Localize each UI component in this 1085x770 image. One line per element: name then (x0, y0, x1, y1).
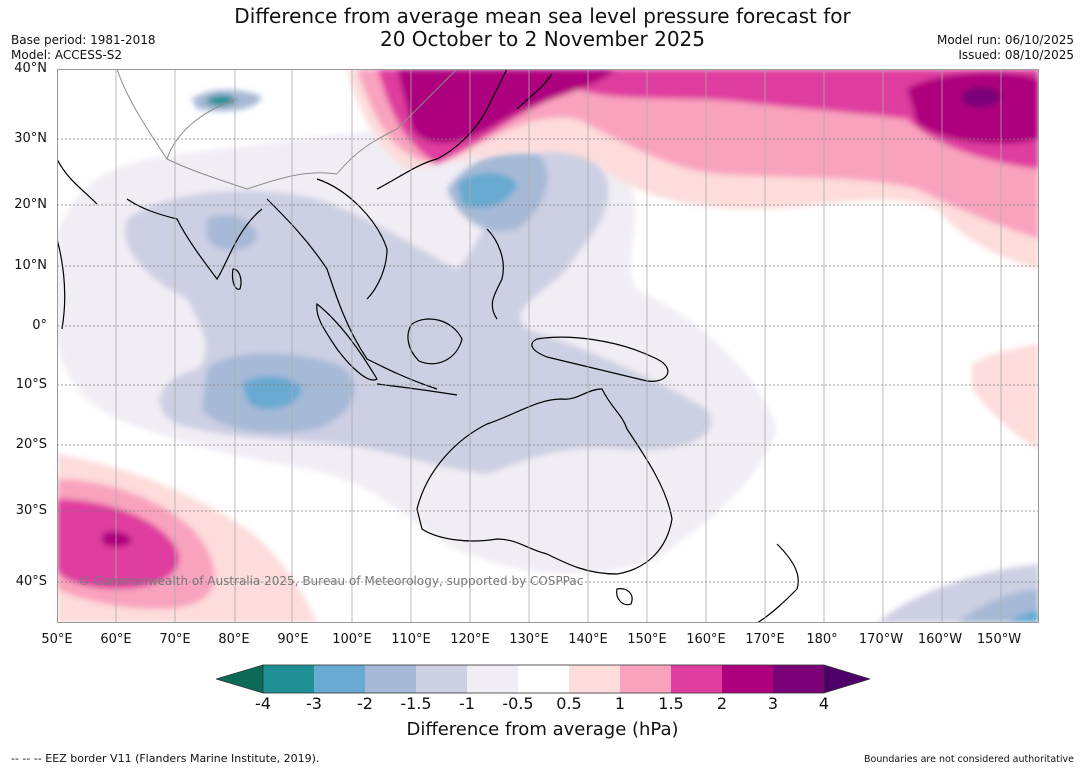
model-name-text: Model: ACCESS-S2 (11, 48, 123, 62)
lon-label-150e: 150°E (627, 632, 667, 647)
colorbar-extend-low (216, 664, 264, 694)
lon-label-140e: 140°E (568, 632, 608, 647)
coastlines (57, 69, 799, 623)
lon-label-160w: 160°W (917, 632, 963, 647)
lon-label-110e: 110°E (391, 632, 431, 647)
se-asia-coastline (266, 178, 438, 390)
anomaly-band-neg-2 (242, 376, 302, 409)
lat-label-40s: 40°S (15, 574, 47, 589)
anomaly-band-pos-2-ne (907, 72, 1039, 144)
himalaya-low-inner (207, 95, 237, 106)
map-border (57, 69, 1039, 623)
lon-label-100e: 100°E (332, 632, 372, 647)
pressure-anomaly-map (57, 69, 1039, 623)
issued-date-text: Issued: 08/10/2025 (958, 48, 1074, 62)
lat-label-30n: 30°N (14, 131, 47, 146)
sumatra-outline (316, 302, 378, 381)
colorbar-tick--1: -1 (459, 694, 475, 713)
anomaly-band-neg-1.5-c (207, 215, 257, 251)
colorbar-tick-1: 1 (614, 694, 626, 713)
colorbar-swatch-1-1.5 (620, 665, 671, 693)
anomaly-band-pos-3-ne (962, 86, 1002, 108)
colorbar-tick--1.5: -1.5 (400, 694, 432, 713)
anomaly-band-neg-2-se (1007, 610, 1039, 623)
negative-anomaly-regions (57, 89, 1039, 623)
colorbar-tick--4: -4 (255, 694, 271, 713)
colorbar-title: Difference from average (hPa) (406, 719, 679, 740)
colorbar-swatch-neg1-neg0.5 (467, 665, 518, 693)
lon-label-180: 180° (806, 632, 838, 647)
model-run-text: Model run: 06/10/2025 (936, 33, 1074, 47)
colorbar-tick-3: 3 (767, 694, 779, 713)
colorbar-swatch-neg4-neg3 (263, 665, 314, 693)
colorbar-swatch-neutral (518, 665, 569, 693)
colorbar-tick-2: 2 (716, 694, 728, 713)
colorbar-swatch-neg1.5-neg1 (416, 665, 467, 693)
lat-label-10n: 10°N (14, 258, 47, 273)
colorbar-swatch-neg2-neg1.5 (365, 665, 416, 693)
anomaly-band-neg-2-b (457, 172, 517, 208)
lat-label-20n: 20°N (14, 197, 47, 212)
map-canvas (57, 69, 1039, 623)
base-period-text: Base period: 1981-2018 (11, 33, 156, 47)
colorbar (216, 664, 870, 694)
lat-label-30s: 30°S (15, 503, 47, 518)
colorbar-swatch-neg3-neg2 (314, 665, 365, 693)
colorbar-tick-1.5: 1.5 (658, 694, 684, 713)
tasmania-outline (616, 588, 633, 606)
lon-label-170e: 170°E (745, 632, 785, 647)
lat-label-40n: 40°N (14, 61, 47, 76)
lon-label-150w: 150°W (976, 632, 1022, 647)
lon-label-90e: 90°E (277, 632, 309, 647)
copyright-notice: © Commonwealth of Australia 2025, Bureau… (78, 574, 584, 588)
china-coastline (376, 69, 508, 190)
lon-label-120e: 120°E (450, 632, 490, 647)
lon-label-130e: 130°E (509, 632, 549, 647)
eez-border-note: -- -- -- EEZ border V11 (Flanders Marine… (11, 752, 320, 765)
lat-label-10s: 10°S (15, 377, 47, 392)
graticule-meridians (115, 69, 1002, 623)
lon-label-50e: 50°E (41, 632, 73, 647)
colorbar-swatch-2-3 (722, 665, 773, 693)
colorbar-tick-4: 4 (818, 694, 830, 713)
australia-coastline (416, 388, 673, 575)
colorbar-tick--3: -3 (306, 694, 322, 713)
india-coastline (126, 198, 263, 281)
arabia-coastline (57, 158, 98, 205)
lon-label-160e: 160°E (686, 632, 726, 647)
sri-lanka-coastline (231, 268, 242, 290)
colorbar-tick--0.5: -0.5 (502, 694, 534, 713)
africa-coastline (57, 238, 66, 330)
colorbar-tick-0.5: 0.5 (556, 694, 582, 713)
colorbar-swatch-3-4 (773, 665, 824, 693)
anomaly-band-pos-0.5-east (972, 344, 1039, 449)
lon-label-170w: 170°W (858, 632, 904, 647)
boundary-disclaimer: Boundaries are not considered authoritat… (864, 754, 1074, 765)
lon-label-60e: 60°E (100, 632, 132, 647)
japan-coastline (516, 73, 553, 110)
lon-label-80e: 80°E (218, 632, 250, 647)
new-zealand-outline (756, 543, 799, 623)
positive-anomaly-regions (57, 69, 1039, 623)
anomaly-band-neg-1-se (957, 589, 1039, 623)
lat-label-20s: 20°S (15, 437, 47, 452)
map-title-line1: Difference from average mean sea level p… (234, 4, 851, 28)
philippines-outline (486, 228, 504, 320)
colorbar-tick--2: -2 (357, 694, 373, 713)
lon-label-70e: 70°E (159, 632, 191, 647)
borneo-outline (407, 318, 463, 365)
colorbar-swatch-1.5-2 (671, 665, 722, 693)
java-outline (376, 383, 458, 396)
colorbar-swatch-0.5-1 (569, 665, 620, 693)
colorbar-extend-high (823, 664, 870, 694)
anomaly-band-pos-2-sw (102, 531, 132, 548)
map-title-line2: 20 October to 2 November 2025 (379, 27, 706, 51)
anomaly-band-pos-2-north (397, 69, 617, 144)
lat-label-0: 0° (32, 318, 47, 333)
